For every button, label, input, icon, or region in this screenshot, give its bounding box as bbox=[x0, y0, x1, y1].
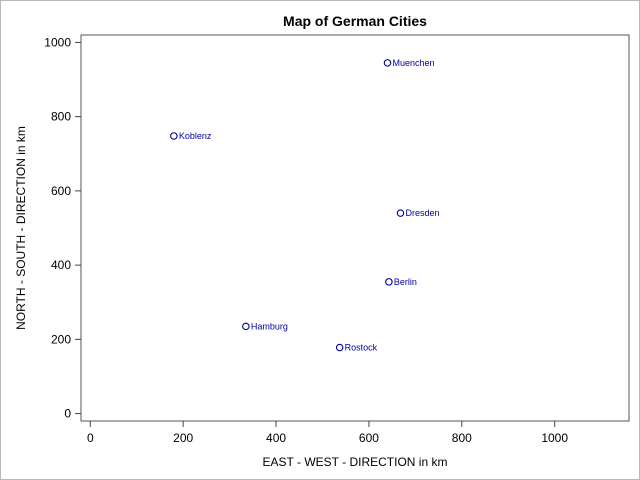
data-point-label: Koblenz bbox=[179, 131, 212, 141]
y-tick-label: 200 bbox=[51, 332, 71, 346]
y-tick-label: 600 bbox=[51, 184, 71, 198]
y-tick-label: 800 bbox=[51, 110, 71, 124]
data-point-label: Berlin bbox=[394, 277, 417, 287]
x-axis-label: EAST - WEST - DIRECTION in km bbox=[263, 455, 448, 469]
data-point-marker bbox=[385, 278, 393, 286]
data-point-label: Muenchen bbox=[393, 58, 435, 68]
plot-area bbox=[80, 34, 630, 422]
x-tick-label: 400 bbox=[266, 431, 286, 445]
data-point-marker bbox=[170, 132, 178, 140]
chart-title: Map of German Cities bbox=[283, 13, 427, 29]
y-axis-label: NORTH - SOUTH - DIRECTION in km bbox=[14, 126, 28, 330]
data-point-marker bbox=[396, 209, 405, 217]
x-tick-label: 600 bbox=[359, 431, 379, 445]
y-tick-label: 0 bbox=[64, 407, 71, 421]
data-point-label: Rostock bbox=[345, 343, 378, 353]
data-points: Muenchen Koblenz Dresden Berlin Hamburg Rosto… bbox=[170, 58, 440, 353]
y-tick-label: 400 bbox=[51, 258, 71, 272]
data-point-marker bbox=[383, 59, 392, 67]
data-point-label: Hamburg bbox=[251, 321, 288, 331]
axes: 0 200 400 600 800 1000 0 200 400 600 800 1000 bbox=[44, 35, 568, 445]
data-point-marker bbox=[335, 343, 344, 352]
x-tick-label: 200 bbox=[173, 431, 193, 445]
y-tick-label: 1000 bbox=[44, 35, 71, 49]
data-point-marker bbox=[242, 322, 250, 331]
x-tick-label: 800 bbox=[452, 431, 472, 445]
data-point-label: Dresden bbox=[406, 208, 440, 218]
x-tick-label: 1000 bbox=[541, 431, 568, 445]
x-tick-label: 0 bbox=[87, 431, 94, 445]
